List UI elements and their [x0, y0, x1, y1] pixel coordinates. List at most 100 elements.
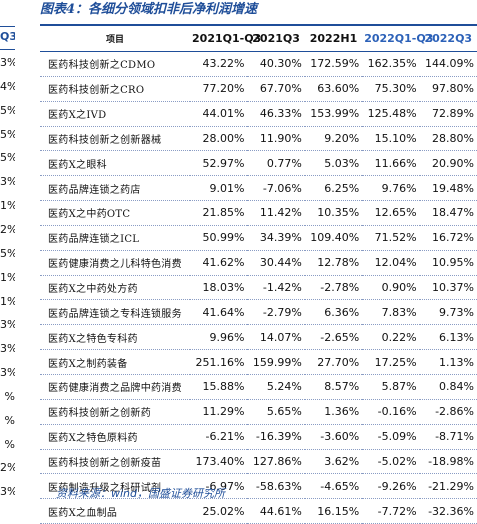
row-label: 医药品牌连锁之药店: [40, 175, 191, 202]
adjacent-table-rule: [0, 49, 15, 50]
table-cell: 125.48%: [362, 101, 420, 127]
row-label: 医药X之IVD: [40, 101, 191, 127]
table-cell: 127.86%: [247, 449, 305, 475]
table-row: 医药健康消费之品牌中药消费 15.88% 5.24% 8.57% 5.87% 0.84%: [40, 374, 477, 400]
table-cell: 162.35%: [362, 51, 420, 77]
row-label: 医药品牌连锁之ICL: [40, 225, 191, 251]
adjacent-table-cell: 4%: [0, 79, 15, 93]
adjacent-table-cell: 2%: [0, 461, 15, 475]
table-cell: 52.97%: [190, 150, 248, 177]
table-cell: 21.85%: [190, 200, 248, 226]
table-cell: 46.33%: [247, 101, 305, 127]
table-cell: 3.62%: [304, 449, 363, 475]
table-row: 医药科技创新之创新疫苗 173.40% 127.86% 3.62% -5.02% -18.…: [40, 449, 477, 475]
table-row: 医药X之特色原料药 -6.21% -16.39% -3.60% -5.09% -8.71%: [40, 424, 477, 450]
table-cell: 10.35%: [304, 200, 363, 226]
table-cell: -58.63%: [247, 473, 305, 500]
table-row: 医药X之IVD 44.01% 46.33% 153.99% 125.48% 72.89%: [40, 101, 477, 127]
table-row: 医药X之眼科 52.97% 0.77% 5.03% 11.66% 20.90%: [40, 150, 477, 177]
adjacent-table-cell: 3%: [0, 318, 15, 332]
table-cell: 5.24%: [247, 374, 305, 400]
adjacent-table-cell: 1%: [0, 294, 15, 308]
table-cell: 9.96%: [190, 324, 248, 351]
row-label: 医药X之中药OTC: [40, 200, 191, 226]
table-cell: 40.30%: [247, 51, 305, 77]
row-label: 医药X之制药装备: [40, 349, 191, 375]
table-cell: 7.83%: [362, 299, 420, 326]
table-cell: -2.79%: [247, 299, 305, 326]
table-cell: 16.72%: [419, 225, 477, 251]
row-label: 医药制造升级之科研试剂: [40, 473, 191, 500]
table-cell: -3.60%: [304, 424, 363, 450]
table-cell: 25.02%: [190, 498, 248, 524]
table-cell: 0.84%: [419, 374, 477, 400]
table-row: 医药品牌连锁之药店 9.01% -7.06% 6.25% 9.76% 19.48%: [40, 175, 477, 202]
table-cell: 10.95%: [419, 250, 477, 276]
adjacent-table-rule: [0, 26, 15, 27]
row-label: 医药品牌连锁之专科连锁服务: [40, 299, 191, 326]
table-cell: -6.21%: [190, 424, 248, 450]
table-cell: 16.15%: [304, 498, 363, 524]
table-cell: 173.40%: [190, 449, 248, 475]
table-row: 医药X之制药装备 251.16% 159.99% 27.70% 17.25% 1.13%: [40, 349, 477, 375]
table-cell: 15.88%: [190, 374, 248, 400]
table-cell: -5.02%: [362, 449, 420, 475]
column-header-2021q1q3: 2021Q1-Q3: [190, 24, 261, 52]
table-cell: 97.80%: [419, 76, 477, 102]
row-label: 医药科技创新之创新疫苗: [40, 449, 191, 475]
row-label: 医药X之特色专科药: [40, 324, 191, 351]
column-header-item: 项目: [40, 24, 191, 52]
table-cell: -21.29%: [419, 473, 477, 500]
row-label: 医药科技创新之创新器械: [40, 126, 191, 152]
table-cell: 14.07%: [247, 324, 305, 351]
table-cell: 6.36%: [304, 299, 363, 326]
table-row: 医药X之中药处方药 18.03% -1.42% -2.78% 0.90% 10.37%: [40, 275, 477, 301]
adjacent-table-cell: 2%: [0, 222, 15, 236]
table-cell: -1.42%: [247, 275, 305, 301]
table-cell: 27.70%: [304, 349, 363, 375]
table-cell: 172.59%: [304, 51, 363, 77]
adjacent-table-cell: 3%: [0, 175, 15, 189]
table-cell: -18.98%: [419, 449, 477, 475]
table-row: 医药X之特色专科药 9.96% 14.07% -2.65% 0.22% 6.13%: [40, 324, 477, 351]
table-header-row: 项目 2021Q1-Q3 2021Q3 2022H1 2022Q1-Q3 202…: [40, 24, 477, 52]
table-cell: 251.16%: [190, 349, 248, 375]
table-cell: 41.62%: [190, 250, 248, 276]
table-cell: 18.03%: [190, 275, 248, 301]
table-cell: 9.01%: [190, 175, 248, 202]
table-cell: -8.71%: [419, 424, 477, 450]
row-label: 医药X之特色原料药: [40, 424, 191, 450]
adjacent-table-cell: 3%: [0, 366, 15, 380]
growth-table: 项目 2021Q1-Q3 2021Q3 2022H1 2022Q1-Q3 202…: [40, 24, 477, 524]
column-header-2022h1: 2022H1: [304, 24, 363, 52]
table-cell: 20.90%: [419, 150, 477, 177]
row-label: 医药X之中药处方药: [40, 275, 191, 301]
table-cell: 0.77%: [247, 150, 305, 177]
table-cell: -32.36%: [419, 498, 477, 524]
table-cell: 17.25%: [362, 349, 420, 375]
table-cell: -6.97%: [190, 473, 248, 500]
adjacent-table-cell: 5%: [0, 151, 15, 165]
table-cell: 71.52%: [362, 225, 420, 251]
table-cell: -4.65%: [304, 473, 363, 500]
adjacent-table-cell: 3%: [0, 485, 15, 499]
row-label: 医药X之眼科: [40, 150, 191, 177]
source-note: 资料来源：wind，国盛证券研究所: [56, 487, 226, 500]
table-cell: -2.78%: [304, 275, 363, 301]
row-label: 医药科技创新之创新药: [40, 399, 191, 425]
table-cell: 1.13%: [419, 349, 477, 375]
table-row: 医药X之中药OTC 21.85% 11.42% 10.35% 12.65% 18.47%: [40, 200, 477, 226]
table-cell: 28.80%: [419, 126, 477, 152]
table-cell: 12.65%: [362, 200, 420, 226]
adjacent-table-cell: 5%: [0, 246, 15, 260]
table-cell: 75.30%: [362, 76, 420, 102]
column-header-2021q3: 2021Q3: [247, 24, 305, 52]
table-cell: 11.29%: [190, 399, 248, 425]
table-cell: 144.09%: [419, 51, 477, 77]
growth-table-container: 项目 2021Q1-Q3 2021Q3 2022H1 2022Q1-Q3 202…: [40, 24, 477, 524]
table-cell: 0.90%: [362, 275, 420, 301]
table-cell: 5.03%: [304, 150, 363, 177]
table-cell: 28.00%: [190, 126, 248, 152]
table-cell: 18.47%: [419, 200, 477, 226]
table-cell: 5.65%: [247, 399, 305, 425]
